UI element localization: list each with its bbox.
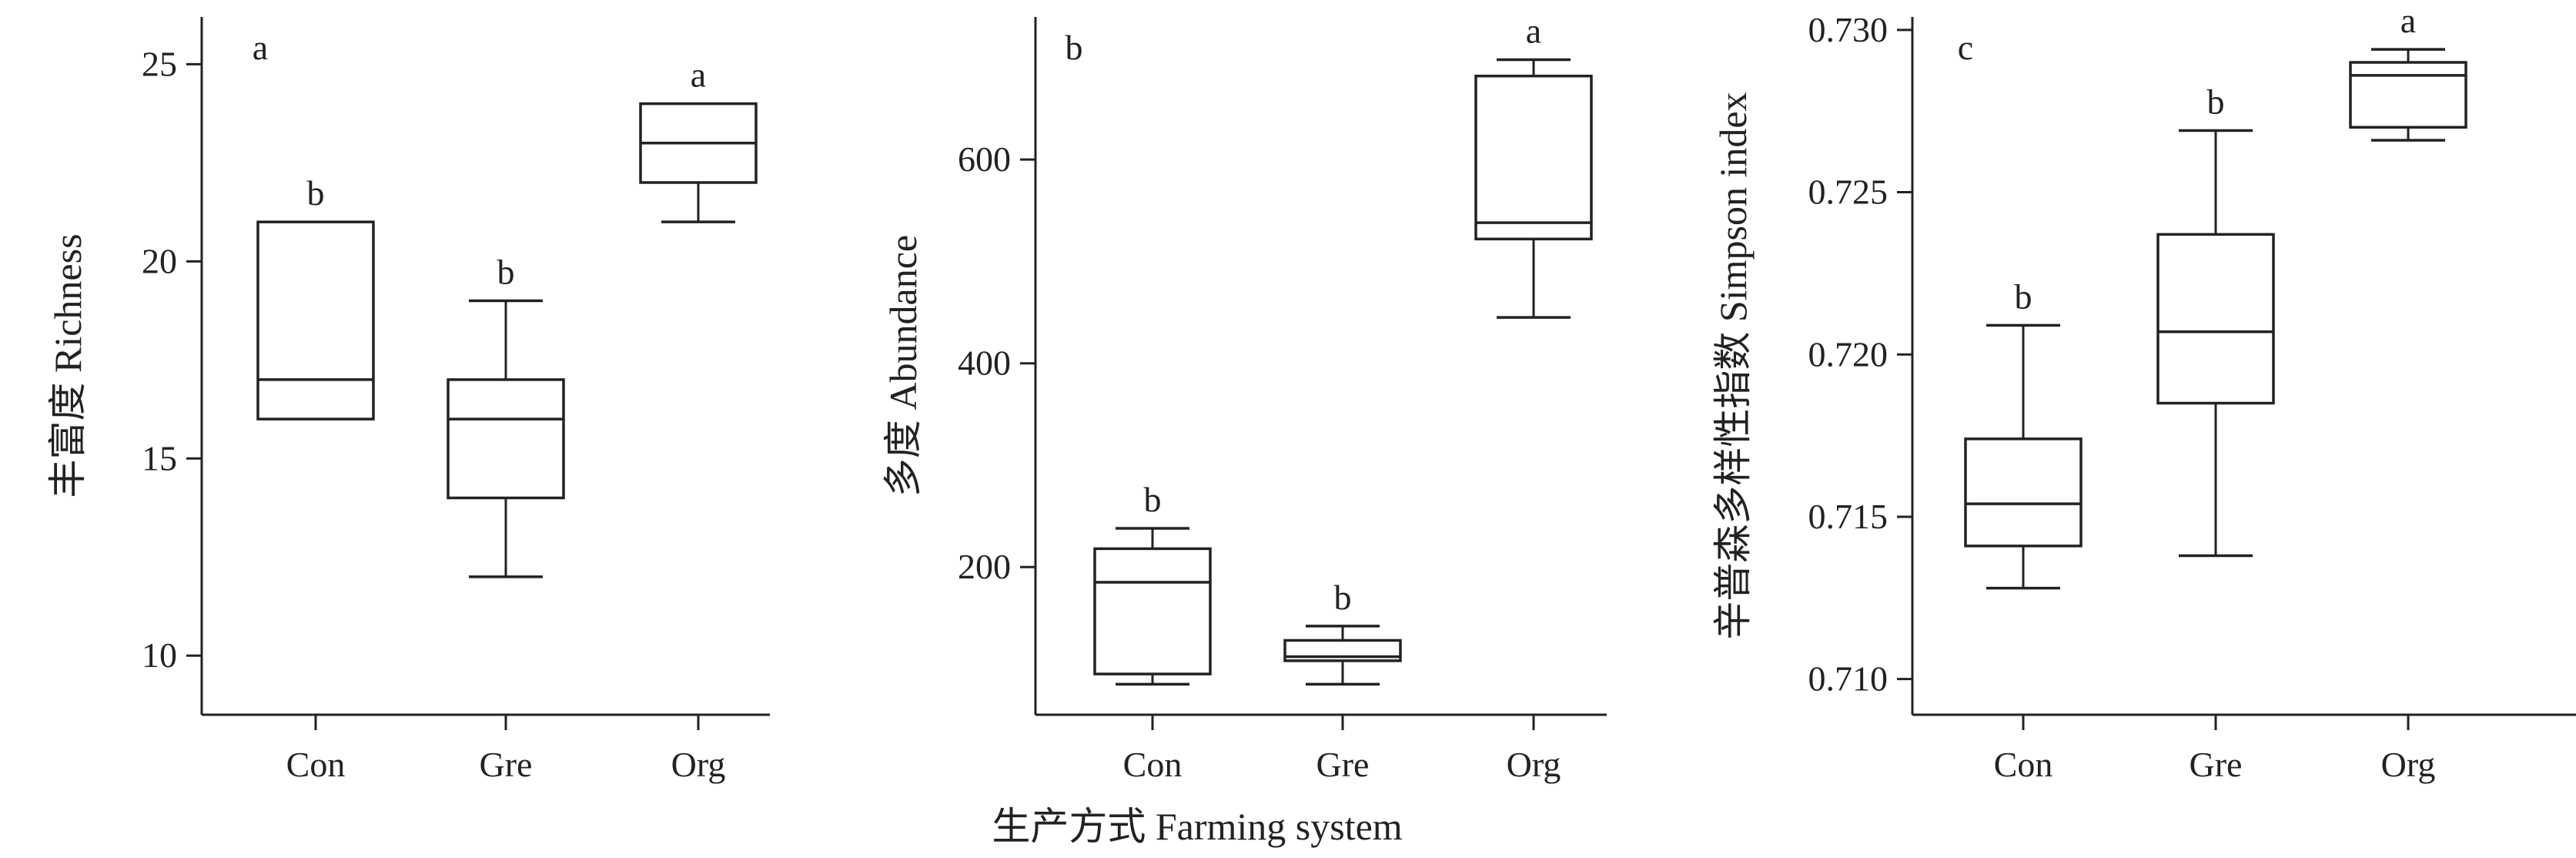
x-tick-label: Gre <box>2190 745 2243 784</box>
iqr-box <box>256 220 375 421</box>
box-con: Con b <box>1964 277 2083 784</box>
y-tick-label: 200 <box>958 547 1011 586</box>
y-tick-label: 10 <box>142 635 177 675</box>
x-tick-label: Gre <box>480 745 533 784</box>
panel-a: 10 15 20 25 丰富度 Richness a Con b Gre b Org a <box>46 17 770 784</box>
panel-label: b <box>1066 28 1083 67</box>
x-axis-label: 生产方式 Farming system <box>992 805 1402 848</box>
y-tick-label: 0.725 <box>1808 173 1889 212</box>
significance-letter: b <box>307 173 325 213</box>
panel-c: 0.710 0.715 0.720 0.725 0.730 辛普森多样性指数 Simpso… <box>1711 1 2576 784</box>
significance-letter: b <box>2015 277 2032 316</box>
box-gre: Gre b <box>447 253 565 784</box>
box-org: Org a <box>2349 1 2467 784</box>
iqr-box <box>1093 547 1212 675</box>
significance-letter: a <box>691 55 706 95</box>
y-axis-label: 多度 Abundance <box>882 235 925 497</box>
box-gre: Gre b <box>1283 578 1402 784</box>
panel-label: c <box>1958 28 1973 67</box>
panel-b: 200 400 600 多度 Abundance b Con b Gre b Org a <box>882 12 1607 784</box>
y-axis-label: 辛普森多样性指数 Simpson index <box>1711 92 1755 639</box>
significance-letter: b <box>2207 82 2225 121</box>
y-axis-label: 丰富度 Richness <box>46 233 89 498</box>
iqr-box <box>1964 437 2083 548</box>
box-con: Con b <box>1093 480 1212 784</box>
significance-letter: a <box>1526 12 1541 51</box>
x-tick-label: Con <box>1123 745 1183 784</box>
iqr-box <box>1474 74 1593 241</box>
panel-label: a <box>253 28 268 67</box>
x-tick-label: Org <box>1507 745 1561 784</box>
box-gre: Gre b <box>2156 82 2275 784</box>
y-tick-label: 0.720 <box>1808 334 1889 374</box>
y-tick-label: 400 <box>958 344 1011 383</box>
y-tick-label: 0.730 <box>1808 10 1889 49</box>
significance-letter: b <box>497 253 515 292</box>
y-tick-label: 20 <box>142 241 177 280</box>
iqr-box <box>447 378 565 500</box>
significance-letter: b <box>1334 578 1352 617</box>
y-tick-label: 25 <box>142 44 177 83</box>
panels: 10 15 20 25 丰富度 Richness a Con b Gre b Org a 200 400 6… <box>46 1 2576 784</box>
iqr-box <box>2156 233 2275 405</box>
box-org: Org a <box>639 55 758 784</box>
y-tick-label: 0.710 <box>1808 659 1889 699</box>
x-tick-label: Org <box>2381 745 2436 784</box>
y-tick-label: 600 <box>958 139 1011 179</box>
box-con: Con b <box>256 173 375 784</box>
iqr-box <box>2349 61 2467 129</box>
significance-letter: b <box>1144 480 1162 519</box>
y-tick-label: 15 <box>142 438 177 478</box>
y-tick-label: 0.715 <box>1808 497 1889 536</box>
box-org: Org a <box>1474 12 1593 784</box>
x-tick-label: Con <box>286 745 346 784</box>
significance-letter: a <box>2400 1 2416 40</box>
x-tick-label: Gre <box>1316 745 1370 784</box>
x-tick-label: Org <box>671 745 726 784</box>
x-tick-label: Con <box>1994 745 2053 784</box>
